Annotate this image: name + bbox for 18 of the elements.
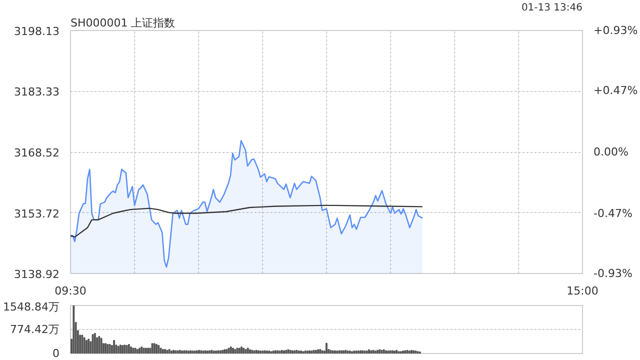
chart-title: SH000001 上证指数: [70, 16, 176, 30]
text: 01-13 13:46: [521, 2, 583, 14]
y-tick-label: 774.42万: [10, 323, 60, 336]
y-tick-label: 3138.92: [14, 268, 60, 281]
y-tick-label: 1548.84万: [3, 300, 60, 314]
y2-tick-label: 0.00%: [594, 146, 628, 158]
y-tick-label: 0: [52, 347, 60, 360]
x-tick-label: 15:00: [566, 284, 598, 298]
y-tick-label: 3198.13: [14, 25, 60, 38]
y2-tick-label: +0.93%: [594, 24, 638, 37]
y2-tick-label: -0.93%: [594, 267, 632, 280]
y-tick-label: 3183.33: [14, 86, 60, 99]
y-tick-label: 3153.72: [14, 207, 60, 220]
x-tick-label: 09:30: [54, 284, 86, 298]
y-tick-label: 3168.52: [14, 146, 60, 160]
y2-tick-label: -0.47%: [594, 206, 632, 220]
y2-tick-label: +0.47%: [594, 84, 638, 98]
line-series: [70, 204, 424, 238]
